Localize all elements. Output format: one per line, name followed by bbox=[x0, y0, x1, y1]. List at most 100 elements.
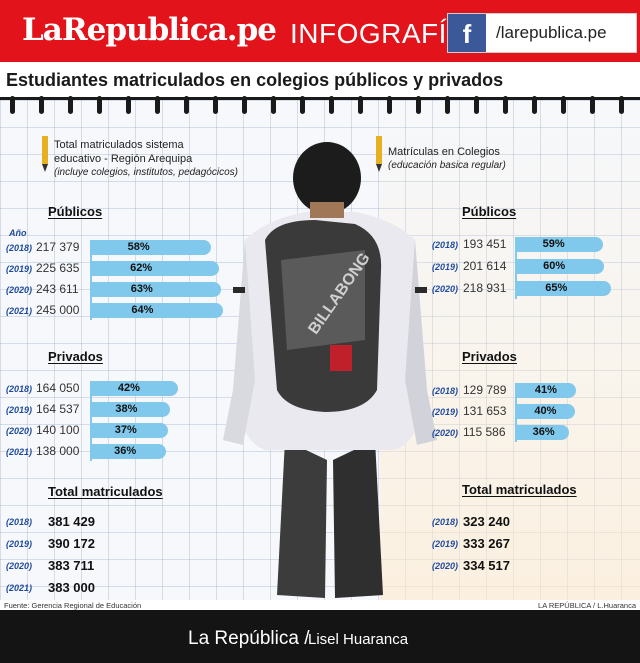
bar-axis-line bbox=[515, 383, 517, 442]
percent-label: 62% bbox=[130, 262, 153, 274]
total-value: 333 267 bbox=[463, 536, 510, 551]
footer-brand: La República / bbox=[188, 628, 310, 649]
percent-label: 41% bbox=[534, 384, 557, 396]
enrollment-value: 164 050 bbox=[36, 381, 80, 395]
enrollment-value: 115 586 bbox=[463, 425, 506, 439]
section-label: INFOGRAFÍA bbox=[290, 18, 467, 49]
ring-mark bbox=[39, 96, 44, 114]
ring-mark bbox=[358, 96, 363, 114]
ring-mark bbox=[97, 96, 102, 114]
percent-bar bbox=[517, 281, 612, 296]
year-label: (2018) bbox=[432, 240, 459, 250]
enrollment-value: 164 537 bbox=[36, 402, 80, 416]
enrollment-value: 225 635 bbox=[36, 261, 80, 275]
year-column-label: Año bbox=[9, 228, 27, 238]
left-heading-note: (incluye colegios, institutos, pedagócic… bbox=[54, 167, 238, 178]
chart-title: Total matriculados bbox=[48, 484, 163, 499]
ring-mark bbox=[503, 96, 508, 114]
right-heading: Matrículas en Colegios (educación basica… bbox=[388, 145, 506, 173]
enrollment-value: 243 611 bbox=[36, 282, 79, 296]
enrollment-value: 140 100 bbox=[36, 423, 80, 437]
ring-mark bbox=[271, 96, 276, 114]
year-label: (2019) bbox=[432, 407, 459, 417]
header-bar: LaRepublica.pe INFOGRAFÍA f /larepublica… bbox=[0, 0, 640, 62]
year-label: (2018) bbox=[432, 517, 459, 527]
ring-mark bbox=[561, 96, 566, 114]
year-label: (2019) bbox=[6, 539, 33, 549]
ring-mark bbox=[416, 96, 421, 114]
percent-bar bbox=[92, 303, 224, 318]
ring-mark bbox=[68, 96, 73, 114]
footer-author: Lisel Huaranca bbox=[308, 631, 409, 648]
year-label: (2021) bbox=[6, 583, 33, 593]
percent-label: 40% bbox=[534, 405, 557, 417]
right-heading-line1: Matrículas en Colegios bbox=[388, 146, 500, 158]
percent-bar bbox=[92, 402, 170, 417]
percent-bar bbox=[92, 282, 222, 297]
ring-mark bbox=[619, 96, 624, 114]
percent-bar bbox=[517, 383, 577, 398]
notebook-rings bbox=[0, 96, 640, 116]
ring-mark bbox=[155, 96, 160, 114]
total-value: 381 429 bbox=[48, 514, 95, 529]
percent-label: 36% bbox=[114, 445, 137, 457]
year-label: (2020) bbox=[432, 284, 459, 294]
chart-title: Total matriculados bbox=[462, 482, 577, 497]
ring-mark bbox=[126, 96, 131, 114]
percent-bar bbox=[92, 261, 220, 276]
total-value: 390 172 bbox=[48, 536, 95, 551]
left-heading: Total matriculados sistema educativo - R… bbox=[54, 138, 238, 180]
enrollment-value: 129 789 bbox=[463, 383, 507, 397]
footer-bar: La República / Lisel Huaranca bbox=[0, 610, 640, 663]
ring-mark bbox=[387, 96, 392, 114]
percent-bar bbox=[92, 240, 211, 255]
year-label: (2019) bbox=[6, 264, 33, 274]
site-logo[interactable]: LaRepublica.pe bbox=[22, 12, 277, 48]
year-label: (2019) bbox=[6, 405, 33, 415]
year-label: (2020) bbox=[432, 561, 459, 571]
percent-label: 36% bbox=[532, 426, 555, 438]
ring-mark bbox=[242, 96, 247, 114]
chart-title: Privados bbox=[48, 349, 103, 364]
year-label: (2020) bbox=[6, 426, 33, 436]
percent-label: 65% bbox=[545, 282, 568, 294]
percent-bar bbox=[92, 423, 168, 438]
percent-bar bbox=[517, 425, 570, 440]
bar-axis-line bbox=[515, 237, 517, 299]
enrollment-value: 217 379 bbox=[36, 240, 80, 254]
percent-label: 38% bbox=[115, 403, 138, 415]
facebook-link[interactable]: f /larepublica.pe bbox=[447, 13, 637, 53]
percent-label: 59% bbox=[542, 238, 565, 250]
facebook-icon: f bbox=[448, 14, 486, 52]
total-value: 383 711 bbox=[48, 558, 95, 573]
percent-label: 37% bbox=[114, 424, 137, 436]
source-note: Fuente: Gerencia Regional de Educación bbox=[4, 601, 142, 610]
bar-axis-line bbox=[90, 240, 92, 320]
year-label: (2019) bbox=[432, 262, 459, 272]
enrollment-value: 193 451 bbox=[463, 237, 507, 251]
chart-title: Públicos bbox=[48, 204, 103, 219]
left-heading-line1: Total matriculados sistema bbox=[54, 139, 184, 151]
credit-note: LA REPÚBLICA / L.Huaranca bbox=[538, 601, 636, 610]
ring-mark bbox=[184, 96, 189, 114]
ring-mark bbox=[213, 96, 218, 114]
percent-label: 60% bbox=[543, 260, 566, 272]
pencil-icon bbox=[42, 136, 48, 172]
year-label: (2020) bbox=[432, 428, 459, 438]
percent-bar bbox=[517, 237, 603, 252]
year-label: (2018) bbox=[6, 243, 33, 253]
year-label: (2018) bbox=[432, 386, 459, 396]
year-label: (2020) bbox=[6, 285, 33, 295]
chart-title: Públicos bbox=[462, 204, 517, 219]
year-label: (2018) bbox=[6, 517, 33, 527]
percent-label: 58% bbox=[127, 241, 150, 253]
ring-mark bbox=[590, 96, 595, 114]
ring-mark bbox=[474, 96, 479, 114]
year-label: (2019) bbox=[432, 539, 459, 549]
percent-label: 42% bbox=[117, 382, 140, 394]
year-label: (2021) bbox=[6, 306, 33, 316]
chart-title: Privados bbox=[462, 349, 517, 364]
ring-mark bbox=[532, 96, 537, 114]
enrollment-value: 201 614 bbox=[463, 259, 507, 273]
pencil-icon bbox=[376, 136, 382, 172]
